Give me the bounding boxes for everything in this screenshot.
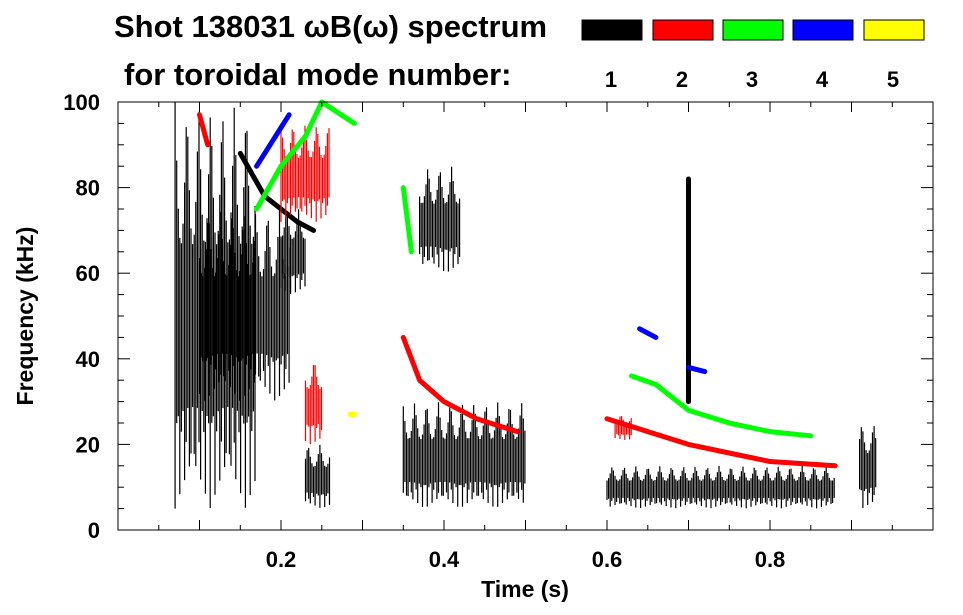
mode-3-ridge-0 <box>254 99 357 212</box>
mode-3-ridge-1 <box>629 373 814 439</box>
mode-4-ridge-1 <box>637 326 659 340</box>
series-mode-2 <box>197 112 838 469</box>
y-tick-label: 20 <box>76 432 100 457</box>
x-tick-label: 0.6 <box>592 547 623 572</box>
chart-subtitle: for toroidal mode number: <box>124 57 512 92</box>
y-tick-label: 100 <box>63 90 100 115</box>
legend-label-2: 2 <box>676 67 688 92</box>
legend-swatch-1 <box>581 19 643 41</box>
mode-4-ridge-0 <box>254 112 292 169</box>
legend-label-5: 5 <box>887 67 899 92</box>
legend-label-1: 1 <box>605 67 617 92</box>
x-tick-label: 0.2 <box>266 547 297 572</box>
series-mode-4 <box>254 112 708 375</box>
x-axis-label: Time (s) <box>481 576 569 602</box>
legend-swatch-2 <box>652 19 714 41</box>
series-mode-1 <box>174 102 877 509</box>
y-tick-label: 60 <box>76 261 100 286</box>
y-tick-label: 40 <box>76 347 100 372</box>
legend-label-3: 3 <box>746 67 758 92</box>
legend-swatch-3 <box>722 19 784 41</box>
plot-data <box>174 99 877 509</box>
mode-2-ridge-0 <box>400 334 520 435</box>
mode-2-ridge-1 <box>604 416 838 469</box>
legend-label-4: 4 <box>816 67 829 92</box>
y-axis-label: Frequency (kHz) <box>12 227 38 406</box>
legend: 1 2 3 4 5 <box>581 19 925 92</box>
series-mode-3 <box>254 99 814 439</box>
mode-1-ridge-0 <box>237 150 317 233</box>
mode-2-ridge-2 <box>197 112 211 148</box>
chart-title: Shot 138031 ωB(ω) spectrum <box>114 9 547 44</box>
legend-swatch-5 <box>863 19 925 41</box>
axis-tick-labels: 0.2 0.4 0.6 0.8 0 20 40 60 80 100 <box>63 90 785 572</box>
y-tick-label: 80 <box>76 176 100 201</box>
legend-swatch-4 <box>792 19 854 41</box>
mode-4-ridge-2 <box>686 364 708 375</box>
x-tick-label: 0.8 <box>755 547 786 572</box>
y-tick-label: 0 <box>88 518 100 543</box>
x-tick-label: 0.4 <box>429 547 460 572</box>
mode-3-ridge-2 <box>400 185 414 255</box>
axis-ticks <box>118 101 933 531</box>
